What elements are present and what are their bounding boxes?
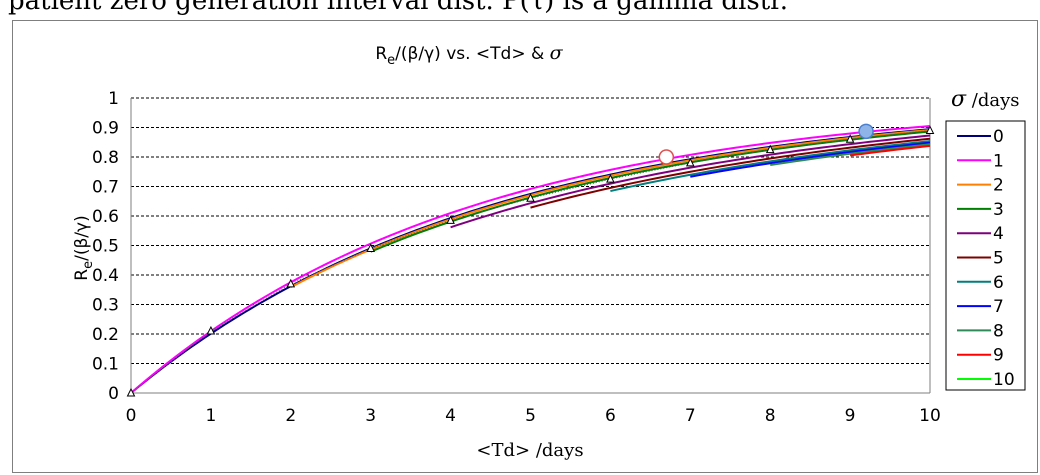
legend-label-4: 4 — [993, 224, 1004, 244]
series-lines — [130, 125, 931, 394]
series-line-0 — [130, 128, 931, 394]
x-tick-label-5: 5 — [525, 406, 536, 426]
legend-box — [945, 120, 1026, 391]
series-line-8 — [770, 143, 931, 167]
series-line-9 — [849, 144, 931, 157]
triangle-marker-10 — [925, 125, 935, 134]
reference-dotted-line — [130, 129, 931, 394]
chart-svg: 0 1 2 3 4 5 6 7 8 9 1000.10.20.30.40.50.60.70.80.9… — [72, 42, 1026, 461]
y-tick-label-2: 0.2 — [92, 325, 119, 345]
series-line-1 — [130, 125, 931, 394]
legend-label-7: 7 — [993, 297, 1004, 317]
triangle-marker-8 — [765, 144, 775, 154]
x-tick-label-1: 1 — [205, 406, 216, 426]
y-tick-label-6: 0.6 — [92, 207, 119, 227]
x-axis-label: <Td> /days — [476, 440, 583, 461]
triangle-marker-9 — [845, 134, 855, 143]
legend-label-10: 10 — [993, 370, 1015, 390]
legend-title: σ /days — [951, 87, 1019, 112]
legend-label-8: 8 — [993, 321, 1004, 341]
y-tick-label-7: 0.7 — [92, 178, 119, 198]
series-line-7 — [690, 141, 931, 178]
highlight-point-1 — [858, 123, 874, 140]
x-tick-label-8: 8 — [765, 406, 776, 426]
y-axis-label: Re/(β/γ) — [72, 215, 96, 280]
data-markers — [126, 123, 935, 397]
triangle-marker-1 — [206, 325, 216, 335]
triangle-marker-0 — [126, 387, 136, 397]
y-tick-label-8: 0.8 — [92, 148, 119, 168]
y-tick-label-3: 0.3 — [92, 296, 119, 316]
y-tick-label-4: 0.4 — [92, 266, 119, 286]
legend-label-5: 5 — [993, 249, 1004, 269]
chart-frame: 0 1 2 3 4 5 6 7 8 9 10 0 0.1 0.2 0.3 0.4 0.5 0.6 0.7 0.8 0.9… — [12, 20, 1038, 473]
cropped-caption: patient zero generation interval dist. P… — [0, 0, 1040, 20]
series-line-4 — [450, 134, 931, 229]
legend-label-2: 2 — [993, 176, 1004, 196]
x-tick-label-9: 9 — [845, 406, 856, 426]
triangle-marker-4 — [446, 215, 455, 224]
legend-label-1: 1 — [993, 151, 1004, 171]
triangle-marker-6 — [606, 174, 615, 183]
series-line-3 — [370, 130, 931, 253]
triangle-marker-5 — [526, 193, 535, 202]
x-tick-label-10: 10 — [919, 406, 941, 426]
y-tick-label-5: 0.5 — [92, 237, 119, 257]
triangle-marker-7 — [685, 157, 695, 167]
series-line-5 — [530, 137, 931, 209]
x-tick-label-4: 4 — [445, 406, 456, 426]
highlight-point-0 — [658, 149, 675, 165]
cropped-caption-text: patient zero generation interval dist. P… — [8, 0, 788, 16]
x-tick-label-2: 2 — [285, 406, 296, 426]
legend: 0 1 2 3 4 5 6 7 8 9 10 — [957, 127, 1015, 390]
chart-title: Re/(β/γ) vs. <Td> & σ — [375, 42, 563, 68]
x-tick-label-0: 0 — [126, 406, 137, 426]
legend-label-0: 0 — [993, 127, 1004, 147]
legend-label-3: 3 — [993, 200, 1004, 220]
axes — [130, 98, 931, 394]
triangle-marker-2 — [286, 278, 296, 288]
x-tick-label-3: 3 — [365, 406, 376, 426]
y-tick-label-0: 0 — [108, 384, 119, 404]
y-tick-label-9: 0.9 — [92, 119, 119, 139]
tick-labels: 0 1 2 3 4 5 6 7 8 9 10 0 0.1 0.2 0.3 0.4 0.5 0.6 0.7 0.8 0.9… — [92, 89, 941, 426]
triangle-marker-3 — [366, 243, 376, 252]
legend-label-6: 6 — [993, 273, 1004, 293]
x-tick-label-6: 6 — [605, 406, 616, 426]
legend-label-9: 9 — [993, 346, 1004, 366]
y-tick-label-10: 1 — [108, 89, 119, 109]
x-tick-label-7: 7 — [685, 406, 696, 426]
series-line-6 — [610, 140, 931, 193]
y-tick-label-1: 0.1 — [92, 355, 119, 375]
